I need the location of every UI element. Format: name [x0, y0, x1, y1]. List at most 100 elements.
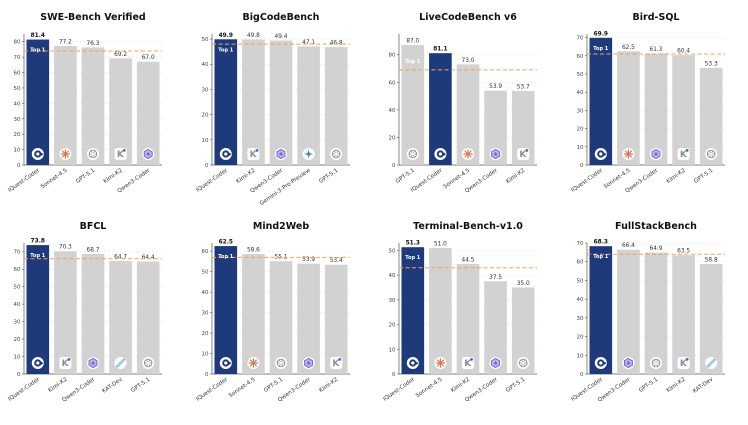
y-tick-label: 60 [202, 249, 209, 255]
bar [672, 55, 695, 165]
qwen-logo-core [279, 151, 283, 156]
bar [617, 249, 640, 374]
openai-logo-petal [656, 363, 659, 367]
bar-highlight [589, 37, 613, 166]
kat-logo-highlight [116, 359, 125, 367]
qwen-logo-icon [142, 148, 155, 160]
category-label: Sonnet-4.5 [40, 167, 69, 190]
bar-highlight [26, 245, 50, 374]
bar [109, 260, 132, 374]
value-label: 60.4 [677, 49, 690, 55]
y-tick-label: 0 [580, 163, 584, 169]
value-label: 61.3 [650, 47, 663, 53]
y-tick-label: 40 [389, 273, 396, 279]
bar [484, 90, 507, 165]
y-tick-label: 20 [14, 337, 21, 343]
y-tick-label: 50 [14, 86, 21, 92]
openai-logo-ring [706, 149, 716, 159]
qwen-logo-icon [275, 148, 287, 160]
value-label: 63.5 [677, 249, 690, 255]
iquest-logo-icon [219, 148, 232, 160]
iquest-logo-notch [227, 361, 232, 365]
openai-logo-petal [410, 154, 413, 158]
y-tick-label: 10 [14, 355, 21, 361]
bar [269, 40, 293, 165]
category-label: KAT-Dev [692, 376, 715, 394]
value-label: 68.7 [87, 248, 100, 254]
category-label: Kimi-K2 [48, 377, 69, 394]
y-tick-label: 20 [202, 113, 209, 119]
bar [242, 254, 265, 374]
bar [644, 53, 668, 165]
y-tick-label: 60 [14, 267, 21, 273]
iquest-logo-notch [39, 152, 44, 156]
qwen-logo-core [493, 151, 498, 156]
iquest-logo-core [411, 361, 415, 365]
qwen-logo-core [626, 360, 631, 365]
value-label: 37.5 [489, 275, 502, 281]
category-label: IQuest-Coder [195, 167, 229, 193]
bar [511, 287, 535, 374]
chart-panel-3: Bird-SQL 0 10 20 30 40 50 60 70 69.9 IQuest-Coder 6… [570, 12, 725, 195]
iquest-logo-core [224, 361, 228, 365]
value-label: 81.1 [433, 47, 447, 53]
y-tick-label: 50 [202, 270, 209, 276]
bar [699, 263, 723, 374]
openai-logo-petal [146, 359, 148, 363]
category-label: Kimi-K2 [103, 168, 124, 185]
chart-title: Mind2Web [253, 221, 309, 232]
kimi-logo-letter: K [117, 150, 125, 160]
y-tick-label: 70 [14, 55, 21, 61]
chart-panel-6: Terminal-Bench-v1.0 0 10 20 30 40 50 51.3 IQuest… [382, 221, 537, 404]
iquest-logo-core [36, 152, 40, 156]
bar [81, 47, 105, 165]
bar [617, 51, 640, 165]
kimi-logo-letter: K [332, 359, 340, 369]
category-label: GPT-5.1 [263, 376, 284, 394]
y-tick-label: 50 [577, 72, 584, 78]
iquest-logo-icon [594, 357, 607, 369]
openai-logo-icon [142, 357, 155, 369]
value-label: 53.4 [330, 258, 343, 264]
category-label: GPT-5.1 [638, 376, 659, 394]
iquest-logo-core [36, 361, 40, 365]
openai-logo-ring [88, 149, 98, 159]
category-label: Gemini-3-Pro-Preview [259, 167, 312, 207]
kimi-logo-dot [255, 149, 259, 152]
top1-badge: Top 1 [218, 254, 234, 260]
value-label: 69.2 [114, 52, 127, 58]
bar [136, 61, 160, 165]
bar [297, 263, 320, 374]
openai-logo-icon [87, 148, 99, 160]
chart-panel-0: SWE-Bench Verified 0 10 20 30 40 50 60 70 80 81.4 I… [7, 12, 162, 195]
y-tick-label: 30 [577, 316, 584, 322]
openai-logo-petal [278, 359, 281, 363]
value-label: 51.3 [406, 241, 420, 247]
kat-logo-highlight [707, 359, 715, 367]
y-tick-label: 0 [17, 372, 21, 378]
iquest-logo-icon [406, 357, 419, 369]
value-label: 69.9 [594, 31, 608, 37]
iquest-logo-notch [602, 361, 607, 365]
y-tick-label: 30 [14, 320, 21, 326]
value-label: 66.4 [622, 243, 635, 249]
qwen-logo-core [306, 360, 311, 365]
y-tick-label: 10 [202, 352, 209, 358]
value-label: 64.7 [114, 254, 127, 260]
openai-logo-icon [705, 148, 718, 160]
y-tick-label: 60 [389, 80, 396, 86]
bar [672, 255, 695, 374]
y-tick-label: 20 [202, 331, 209, 337]
qwen-logo-core [654, 151, 658, 156]
category-label: Kimi-K2 [666, 377, 687, 394]
y-tick-label: 40 [202, 62, 209, 68]
bar [484, 281, 507, 374]
openai-logo-icon [330, 148, 343, 160]
value-label: 62.5 [219, 240, 233, 246]
value-label: 55.1 [275, 255, 288, 261]
kimi-logo-icon: K [247, 148, 260, 160]
y-tick-label: 30 [202, 87, 209, 93]
